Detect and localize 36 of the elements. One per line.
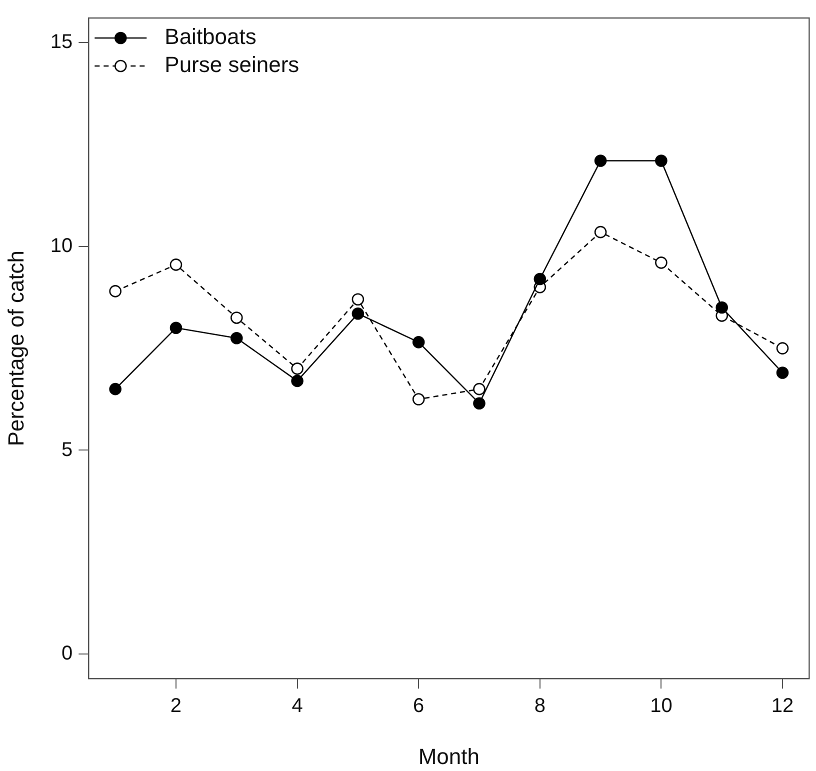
x-tick-label: 6 <box>413 695 424 718</box>
point <box>655 256 668 269</box>
point <box>291 362 304 375</box>
x-axis-title: Month <box>418 744 480 769</box>
point <box>230 312 243 324</box>
point <box>473 397 486 410</box>
x-tick-label: 10 <box>650 695 672 718</box>
x-tick-label: 4 <box>292 695 303 718</box>
point <box>655 154 668 167</box>
point <box>776 342 789 354</box>
point <box>170 258 182 271</box>
point <box>291 374 304 388</box>
legend-label: Purse seiners <box>164 52 300 78</box>
y-tick-label: 0 <box>62 642 73 665</box>
y-tick-label: 5 <box>62 438 73 461</box>
legend-label: Baitboats <box>164 24 256 50</box>
point <box>776 366 789 379</box>
point <box>109 285 122 298</box>
point <box>230 332 243 344</box>
y-tick-label: 10 <box>50 234 73 257</box>
y-axis-title: Percentage of catch <box>3 250 28 446</box>
point <box>473 382 486 396</box>
x-tick-label: 8 <box>534 695 546 718</box>
y-tick-label: 15 <box>50 30 73 53</box>
point <box>170 322 182 334</box>
point <box>594 226 607 238</box>
point <box>109 382 122 396</box>
x-tick-label: 2 <box>170 695 182 718</box>
point <box>716 301 728 314</box>
point <box>412 393 425 406</box>
point <box>594 154 607 167</box>
point <box>352 307 364 320</box>
point <box>534 272 546 286</box>
x-tick-label: 12 <box>771 695 794 718</box>
point <box>412 336 425 348</box>
point <box>352 293 364 306</box>
